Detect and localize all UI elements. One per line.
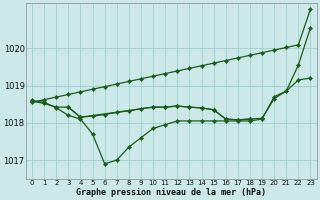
X-axis label: Graphe pression niveau de la mer (hPa): Graphe pression niveau de la mer (hPa) [76, 188, 266, 197]
